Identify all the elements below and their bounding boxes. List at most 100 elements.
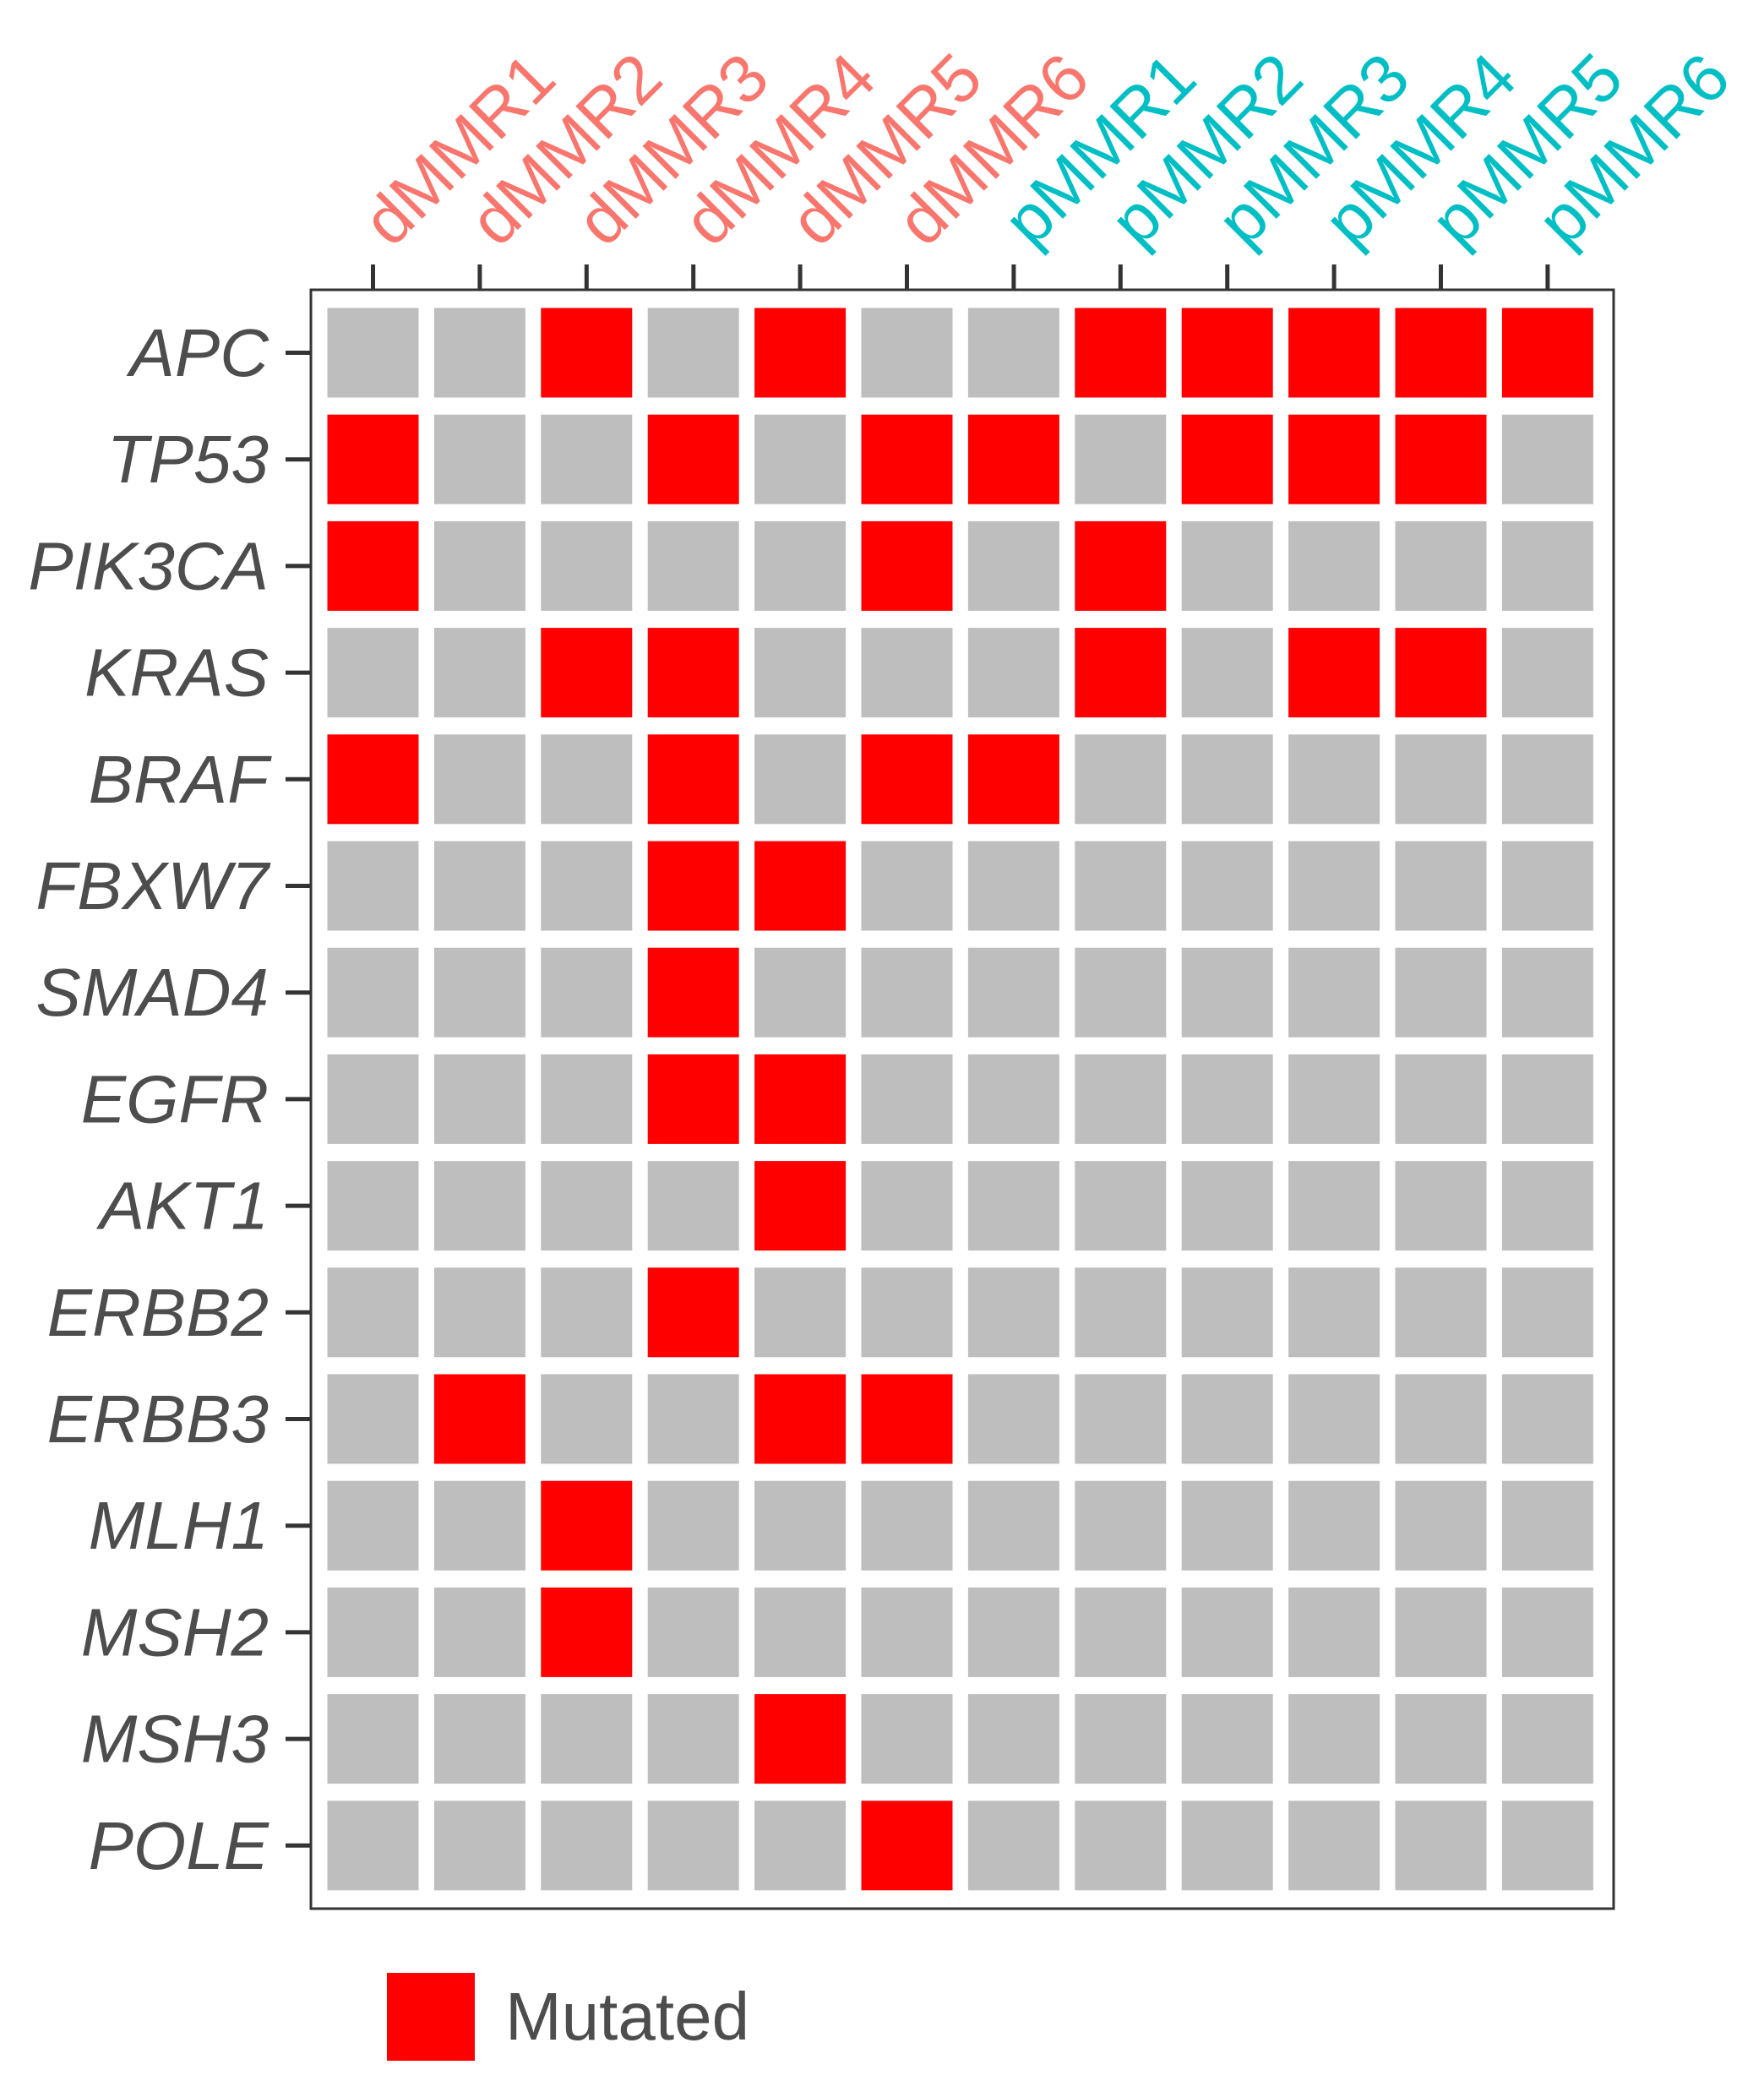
cell-msh3-dmmr6 (861, 1694, 953, 1784)
cell-erbb2-pmmr1 (967, 1267, 1059, 1358)
cell-tp53-pmmr6 (1501, 414, 1593, 504)
row-label-egfr: EGFR (81, 1061, 269, 1136)
cell-smad4-dmmr4 (647, 947, 739, 1038)
cell-fbxw7-dmmr1 (327, 841, 419, 931)
cell-smad4-pmmr4 (1288, 947, 1380, 1038)
cell-fbxw7-pmmr3 (1181, 841, 1273, 931)
cell-braf-pmmr5 (1395, 734, 1487, 825)
cell-pik3ca-dmmr3 (541, 520, 633, 611)
column-ticks (371, 264, 1550, 290)
cell-apc-dmmr1 (327, 308, 419, 398)
cell-pik3ca-pmmr3 (1181, 520, 1273, 611)
cell-akt1-dmmr1 (327, 1161, 419, 1251)
cell-erbb2-dmmr1 (327, 1267, 419, 1358)
cell-apc-dmmr3 (541, 308, 633, 398)
cell-akt1-pmmr5 (1395, 1161, 1487, 1251)
cell-erbb2-pmmr6 (1501, 1267, 1593, 1358)
row-label-apc: APC (127, 315, 270, 390)
cell-erbb3-pmmr5 (1395, 1374, 1487, 1464)
cell-smad4-dmmr1 (327, 947, 419, 1038)
cell-msh3-pmmr4 (1288, 1694, 1380, 1784)
cell-msh3-pmmr5 (1395, 1694, 1487, 1784)
row-label-msh2: MSH2 (81, 1594, 269, 1670)
cell-msh2-dmmr6 (861, 1587, 953, 1677)
cell-msh3-pmmr3 (1181, 1694, 1273, 1784)
cell-erbb3-dmmr1 (327, 1374, 419, 1464)
cell-apc-pmmr4 (1288, 308, 1380, 398)
cell-fbxw7-pmmr2 (1075, 841, 1167, 931)
cell-erbb2-dmmr2 (433, 1267, 525, 1358)
cell-tp53-dmmr5 (754, 414, 847, 504)
cell-tp53-pmmr4 (1288, 414, 1380, 504)
cell-kras-dmmr6 (861, 628, 953, 718)
cell-erbb3-pmmr6 (1501, 1374, 1593, 1464)
cell-msh3-dmmr3 (541, 1694, 633, 1784)
cell-kras-dmmr3 (541, 628, 633, 718)
cell-pole-pmmr6 (1501, 1801, 1593, 1891)
cell-erbb3-dmmr6 (861, 1374, 953, 1464)
cell-smad4-pmmr3 (1181, 947, 1273, 1038)
plot-frame (309, 288, 1615, 1910)
cell-erbb2-dmmr4 (647, 1267, 739, 1358)
cell-msh3-pmmr2 (1075, 1694, 1167, 1784)
cell-egfr-pmmr3 (1181, 1054, 1273, 1144)
cell-smad4-dmmr2 (433, 947, 525, 1038)
cell-tp53-pmmr5 (1395, 414, 1487, 504)
cell-apc-pmmr6 (1501, 308, 1593, 398)
cell-kras-pmmr6 (1501, 628, 1593, 718)
cell-pik3ca-pmmr2 (1075, 520, 1167, 611)
cell-tp53-dmmr2 (433, 414, 525, 504)
cell-pole-dmmr4 (647, 1801, 739, 1891)
cell-braf-pmmr1 (967, 734, 1059, 825)
cell-fbxw7-dmmr5 (754, 841, 847, 931)
cell-smad4-dmmr6 (861, 947, 953, 1038)
cell-akt1-pmmr3 (1181, 1161, 1273, 1251)
cell-mlh1-pmmr2 (1075, 1480, 1167, 1571)
cell-akt1-dmmr5 (754, 1161, 847, 1251)
column-labels: dMMR1dMMR2dMMR3dMMR4dMMR5dMMR6pMMR1pMMR2… (349, 39, 1744, 259)
cell-pole-pmmr2 (1075, 1801, 1167, 1891)
cell-mlh1-dmmr5 (754, 1480, 847, 1571)
row-label-mlh1: MLH1 (89, 1488, 269, 1563)
cell-msh2-pmmr6 (1501, 1587, 1593, 1677)
cell-egfr-dmmr1 (327, 1054, 419, 1144)
cell-msh2-dmmr1 (327, 1587, 419, 1677)
cell-tp53-pmmr1 (967, 414, 1059, 504)
cell-smad4-pmmr5 (1395, 947, 1487, 1038)
row-label-msh3: MSH3 (81, 1702, 269, 1777)
cell-msh3-dmmr1 (327, 1694, 419, 1784)
cell-msh2-dmmr3 (541, 1587, 633, 1677)
cell-akt1-dmmr6 (861, 1161, 953, 1251)
cell-apc-dmmr2 (433, 308, 525, 398)
cell-pole-pmmr3 (1181, 1801, 1273, 1891)
cell-msh2-dmmr2 (433, 1587, 525, 1677)
row-label-pik3ca: PIK3CA (28, 528, 269, 603)
cell-msh2-pmmr1 (967, 1587, 1059, 1677)
cell-mlh1-dmmr3 (541, 1480, 633, 1571)
cell-pik3ca-pmmr4 (1288, 520, 1380, 611)
cell-apc-pmmr5 (1395, 308, 1487, 398)
cell-fbxw7-pmmr1 (967, 841, 1059, 931)
cell-apc-pmmr1 (967, 308, 1059, 398)
legend-label-mutated: Mutated (505, 1979, 750, 2054)
cell-erbb3-pmmr1 (967, 1374, 1059, 1464)
cell-kras-pmmr3 (1181, 628, 1273, 718)
cell-braf-dmmr4 (647, 734, 739, 825)
cell-apc-dmmr6 (861, 308, 953, 398)
cell-pole-dmmr1 (327, 1801, 419, 1891)
cell-pik3ca-pmmr5 (1395, 520, 1487, 611)
cell-erbb2-dmmr5 (754, 1267, 847, 1358)
cell-pole-dmmr5 (754, 1801, 847, 1891)
cell-smad4-pmmr2 (1075, 947, 1167, 1038)
cell-fbxw7-dmmr3 (541, 841, 633, 931)
cell-erbb3-pmmr4 (1288, 1374, 1380, 1464)
cell-fbxw7-pmmr5 (1395, 841, 1487, 931)
row-label-erbb3: ERBB3 (47, 1381, 269, 1457)
cell-tp53-dmmr6 (861, 414, 953, 504)
cell-braf-pmmr6 (1501, 734, 1593, 825)
cell-pole-pmmr5 (1395, 1801, 1487, 1891)
cell-kras-pmmr2 (1075, 628, 1167, 718)
cell-egfr-pmmr6 (1501, 1054, 1593, 1144)
cell-egfr-pmmr1 (967, 1054, 1059, 1144)
cell-tp53-pmmr3 (1181, 414, 1273, 504)
